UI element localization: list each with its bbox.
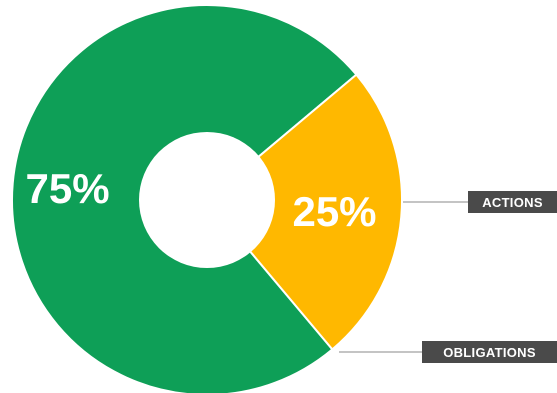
slice-actions [205, 73, 404, 351]
legend-label-actions: ACTIONS [482, 195, 543, 210]
legend-box-obligations [422, 341, 557, 363]
legend-box-actions [468, 191, 557, 213]
slice-labels: 25% 75% [26, 165, 377, 235]
legend-label-obligations: OBLIGATIONS [443, 345, 536, 360]
legend-callouts: ACTIONS OBLIGATIONS [339, 191, 557, 363]
data-label-obligations: 75% [26, 165, 110, 212]
data-label-actions: 25% [292, 188, 376, 235]
donut-hole [139, 132, 275, 268]
